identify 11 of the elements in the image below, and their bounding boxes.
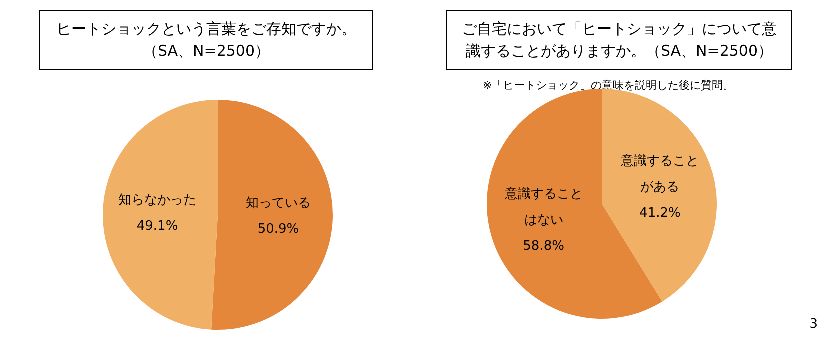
slice-label: 知らなかった (118, 192, 197, 208)
slice-label: 知っている (246, 196, 311, 212)
text: 3 (810, 317, 818, 332)
chart-title: ヒートショックという言葉をご存知ですか。（SA、N=2500） (56, 20, 356, 60)
data-label: 58.8% (523, 239, 564, 254)
data-label: 50.9% (258, 222, 300, 238)
slice-label: 意識することがある (620, 154, 700, 195)
data-label: 41.2% (640, 206, 681, 221)
slice-label: 意識することはない (504, 187, 583, 228)
data-label: 49.1% (136, 218, 178, 234)
chart-title: ご自宅において「ヒートショック」について意識することがありますか。（SA、N=2500） (462, 20, 777, 60)
